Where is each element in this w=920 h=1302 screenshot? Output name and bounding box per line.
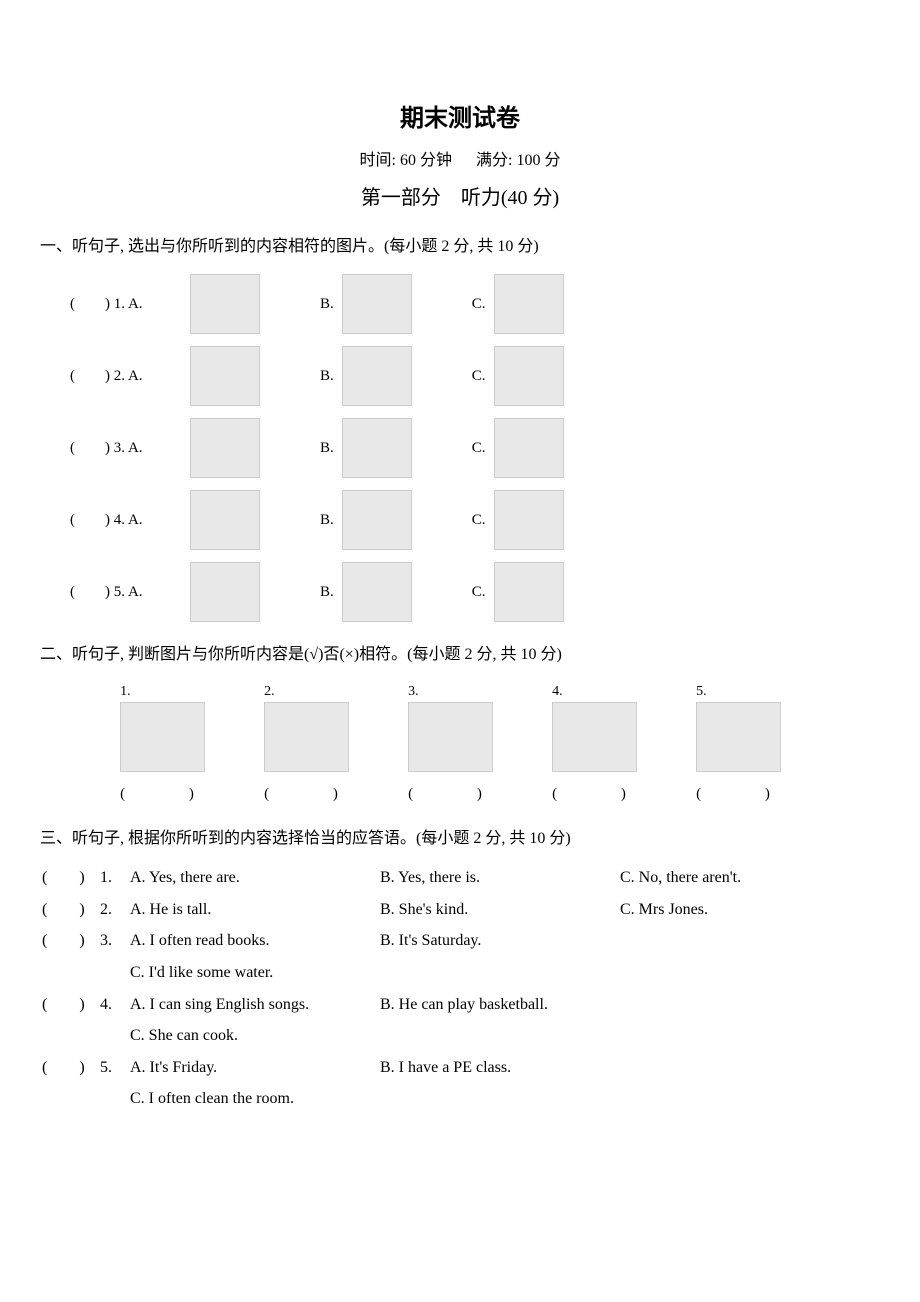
- question-row: ( ) 1. A. Yes, there are. B. Yes, there …: [40, 865, 880, 891]
- section3-heading: 三、听句子, 根据你所听到的内容选择恰当的应答语。(每小题 2 分, 共 10 …: [40, 826, 880, 852]
- option-c: C. She can cook.: [130, 1023, 880, 1049]
- score-label: 满分: 100 分: [476, 152, 560, 169]
- section2-item: 2. ( ): [264, 681, 368, 805]
- option-label: C.: [472, 508, 486, 532]
- question-image: [494, 346, 564, 406]
- option-b: B. She's kind.: [380, 897, 610, 923]
- section1-row: ( ) 3. A. B. C.: [40, 418, 880, 478]
- option-a: A. Yes, there are.: [130, 865, 370, 891]
- section2-item: 4. ( ): [552, 681, 656, 805]
- question-image: [342, 490, 412, 550]
- option-b: B. I have a PE class.: [380, 1055, 610, 1081]
- item-number: 1.: [120, 681, 224, 703]
- option-label: C.: [472, 436, 486, 460]
- question-image: [342, 346, 412, 406]
- answer-blank: ( ): [40, 865, 100, 891]
- section2-item: 5. ( ): [696, 681, 800, 805]
- option-label: B.: [320, 436, 334, 460]
- answer-blank: ( ): [408, 782, 512, 806]
- question-row: ( ) 5. A. It's Friday. B. I have a PE cl…: [40, 1055, 880, 1081]
- question-row: ( ) 4. A. I can sing English songs. B. H…: [40, 992, 880, 1018]
- question-image: [342, 562, 412, 622]
- question-number: 3.: [100, 928, 130, 954]
- section2-images-row: 1. ( ) 2. ( ) 3. ( ) 4. ( ) 5. ( ): [40, 681, 880, 805]
- row-prefix: ( ) 5. A.: [70, 580, 190, 604]
- question-image: [408, 702, 493, 772]
- question-image: [342, 418, 412, 478]
- option-a: A. It's Friday.: [130, 1055, 370, 1081]
- question-image: [190, 274, 260, 334]
- section2-item: 3. ( ): [408, 681, 512, 805]
- row-prefix: ( ) 1. A.: [70, 292, 190, 316]
- answer-blank: ( ): [552, 782, 656, 806]
- options-group: A. I often read books. B. It's Saturday.: [130, 928, 880, 954]
- option-label: B.: [320, 292, 334, 316]
- row-prefix: ( ) 3. A.: [70, 436, 190, 460]
- answer-blank: ( ): [40, 928, 100, 954]
- option-a: A. I often read books.: [130, 928, 370, 954]
- answer-blank: ( ): [264, 782, 368, 806]
- item-number: 4.: [552, 681, 656, 703]
- option-c: C. Mrs Jones.: [620, 897, 800, 923]
- answer-blank: ( ): [40, 897, 100, 923]
- question-image: [552, 702, 637, 772]
- option-b: B. He can play basketball.: [380, 992, 610, 1018]
- option-b: B. It's Saturday.: [380, 928, 610, 954]
- question-image: [494, 274, 564, 334]
- question-image: [342, 274, 412, 334]
- question-number: 1.: [100, 865, 130, 891]
- answer-blank: ( ): [40, 1055, 100, 1081]
- option-c: C. I'd like some water.: [130, 960, 880, 986]
- question-image: [494, 562, 564, 622]
- question-number: 4.: [100, 992, 130, 1018]
- options-group: A. Yes, there are. B. Yes, there is. C. …: [130, 865, 880, 891]
- option-b: B. Yes, there is.: [380, 865, 610, 891]
- question-image: [190, 346, 260, 406]
- question-image: [190, 562, 260, 622]
- option-label: B.: [320, 580, 334, 604]
- item-number: 2.: [264, 681, 368, 703]
- options-group: A. It's Friday. B. I have a PE class.: [130, 1055, 880, 1081]
- options-group: A. I can sing English songs. B. He can p…: [130, 992, 880, 1018]
- question-image: [494, 490, 564, 550]
- option-c: C. I often clean the room.: [130, 1086, 880, 1112]
- section1-row: ( ) 2. A. B. C.: [40, 346, 880, 406]
- section2-heading: 二、听句子, 判断图片与你所听内容是(√)否(×)相符。(每小题 2 分, 共 …: [40, 642, 880, 668]
- item-number: 5.: [696, 681, 800, 703]
- question-image: [696, 702, 781, 772]
- row-prefix: ( ) 2. A.: [70, 364, 190, 388]
- question-image: [494, 418, 564, 478]
- exam-title: 期末测试卷: [40, 100, 880, 138]
- option-label: C.: [472, 580, 486, 604]
- question-row: ( ) 2. A. He is tall. B. She's kind. C. …: [40, 897, 880, 923]
- answer-blank: ( ): [40, 992, 100, 1018]
- options-group: A. He is tall. B. She's kind. C. Mrs Jon…: [130, 897, 880, 923]
- question-image: [190, 418, 260, 478]
- section1-row: ( ) 5. A. B. C.: [40, 562, 880, 622]
- item-number: 3.: [408, 681, 512, 703]
- time-label: 时间: 60 分钟: [360, 152, 452, 169]
- section1-heading: 一、听句子, 选出与你所听到的内容相符的图片。(每小题 2 分, 共 10 分): [40, 234, 880, 260]
- section1-row: ( ) 4. A. B. C.: [40, 490, 880, 550]
- option-label: B.: [320, 364, 334, 388]
- option-c: C. No, there aren't.: [620, 865, 800, 891]
- question-number: 2.: [100, 897, 130, 923]
- question-number: 5.: [100, 1055, 130, 1081]
- option-label: C.: [472, 292, 486, 316]
- option-a: A. I can sing English songs.: [130, 992, 370, 1018]
- part-title: 第一部分 听力(40 分): [40, 182, 880, 214]
- question-image: [120, 702, 205, 772]
- answer-blank: ( ): [120, 782, 224, 806]
- row-prefix: ( ) 4. A.: [70, 508, 190, 532]
- option-a: A. He is tall.: [130, 897, 370, 923]
- answer-blank: ( ): [696, 782, 800, 806]
- question-image: [264, 702, 349, 772]
- section2-item: 1. ( ): [120, 681, 224, 805]
- option-label: C.: [472, 364, 486, 388]
- section1-row: ( ) 1. A. B. C.: [40, 274, 880, 334]
- exam-meta: 时间: 60 分钟 满分: 100 分: [40, 148, 880, 174]
- question-image: [190, 490, 260, 550]
- question-row: ( ) 3. A. I often read books. B. It's Sa…: [40, 928, 880, 954]
- option-label: B.: [320, 508, 334, 532]
